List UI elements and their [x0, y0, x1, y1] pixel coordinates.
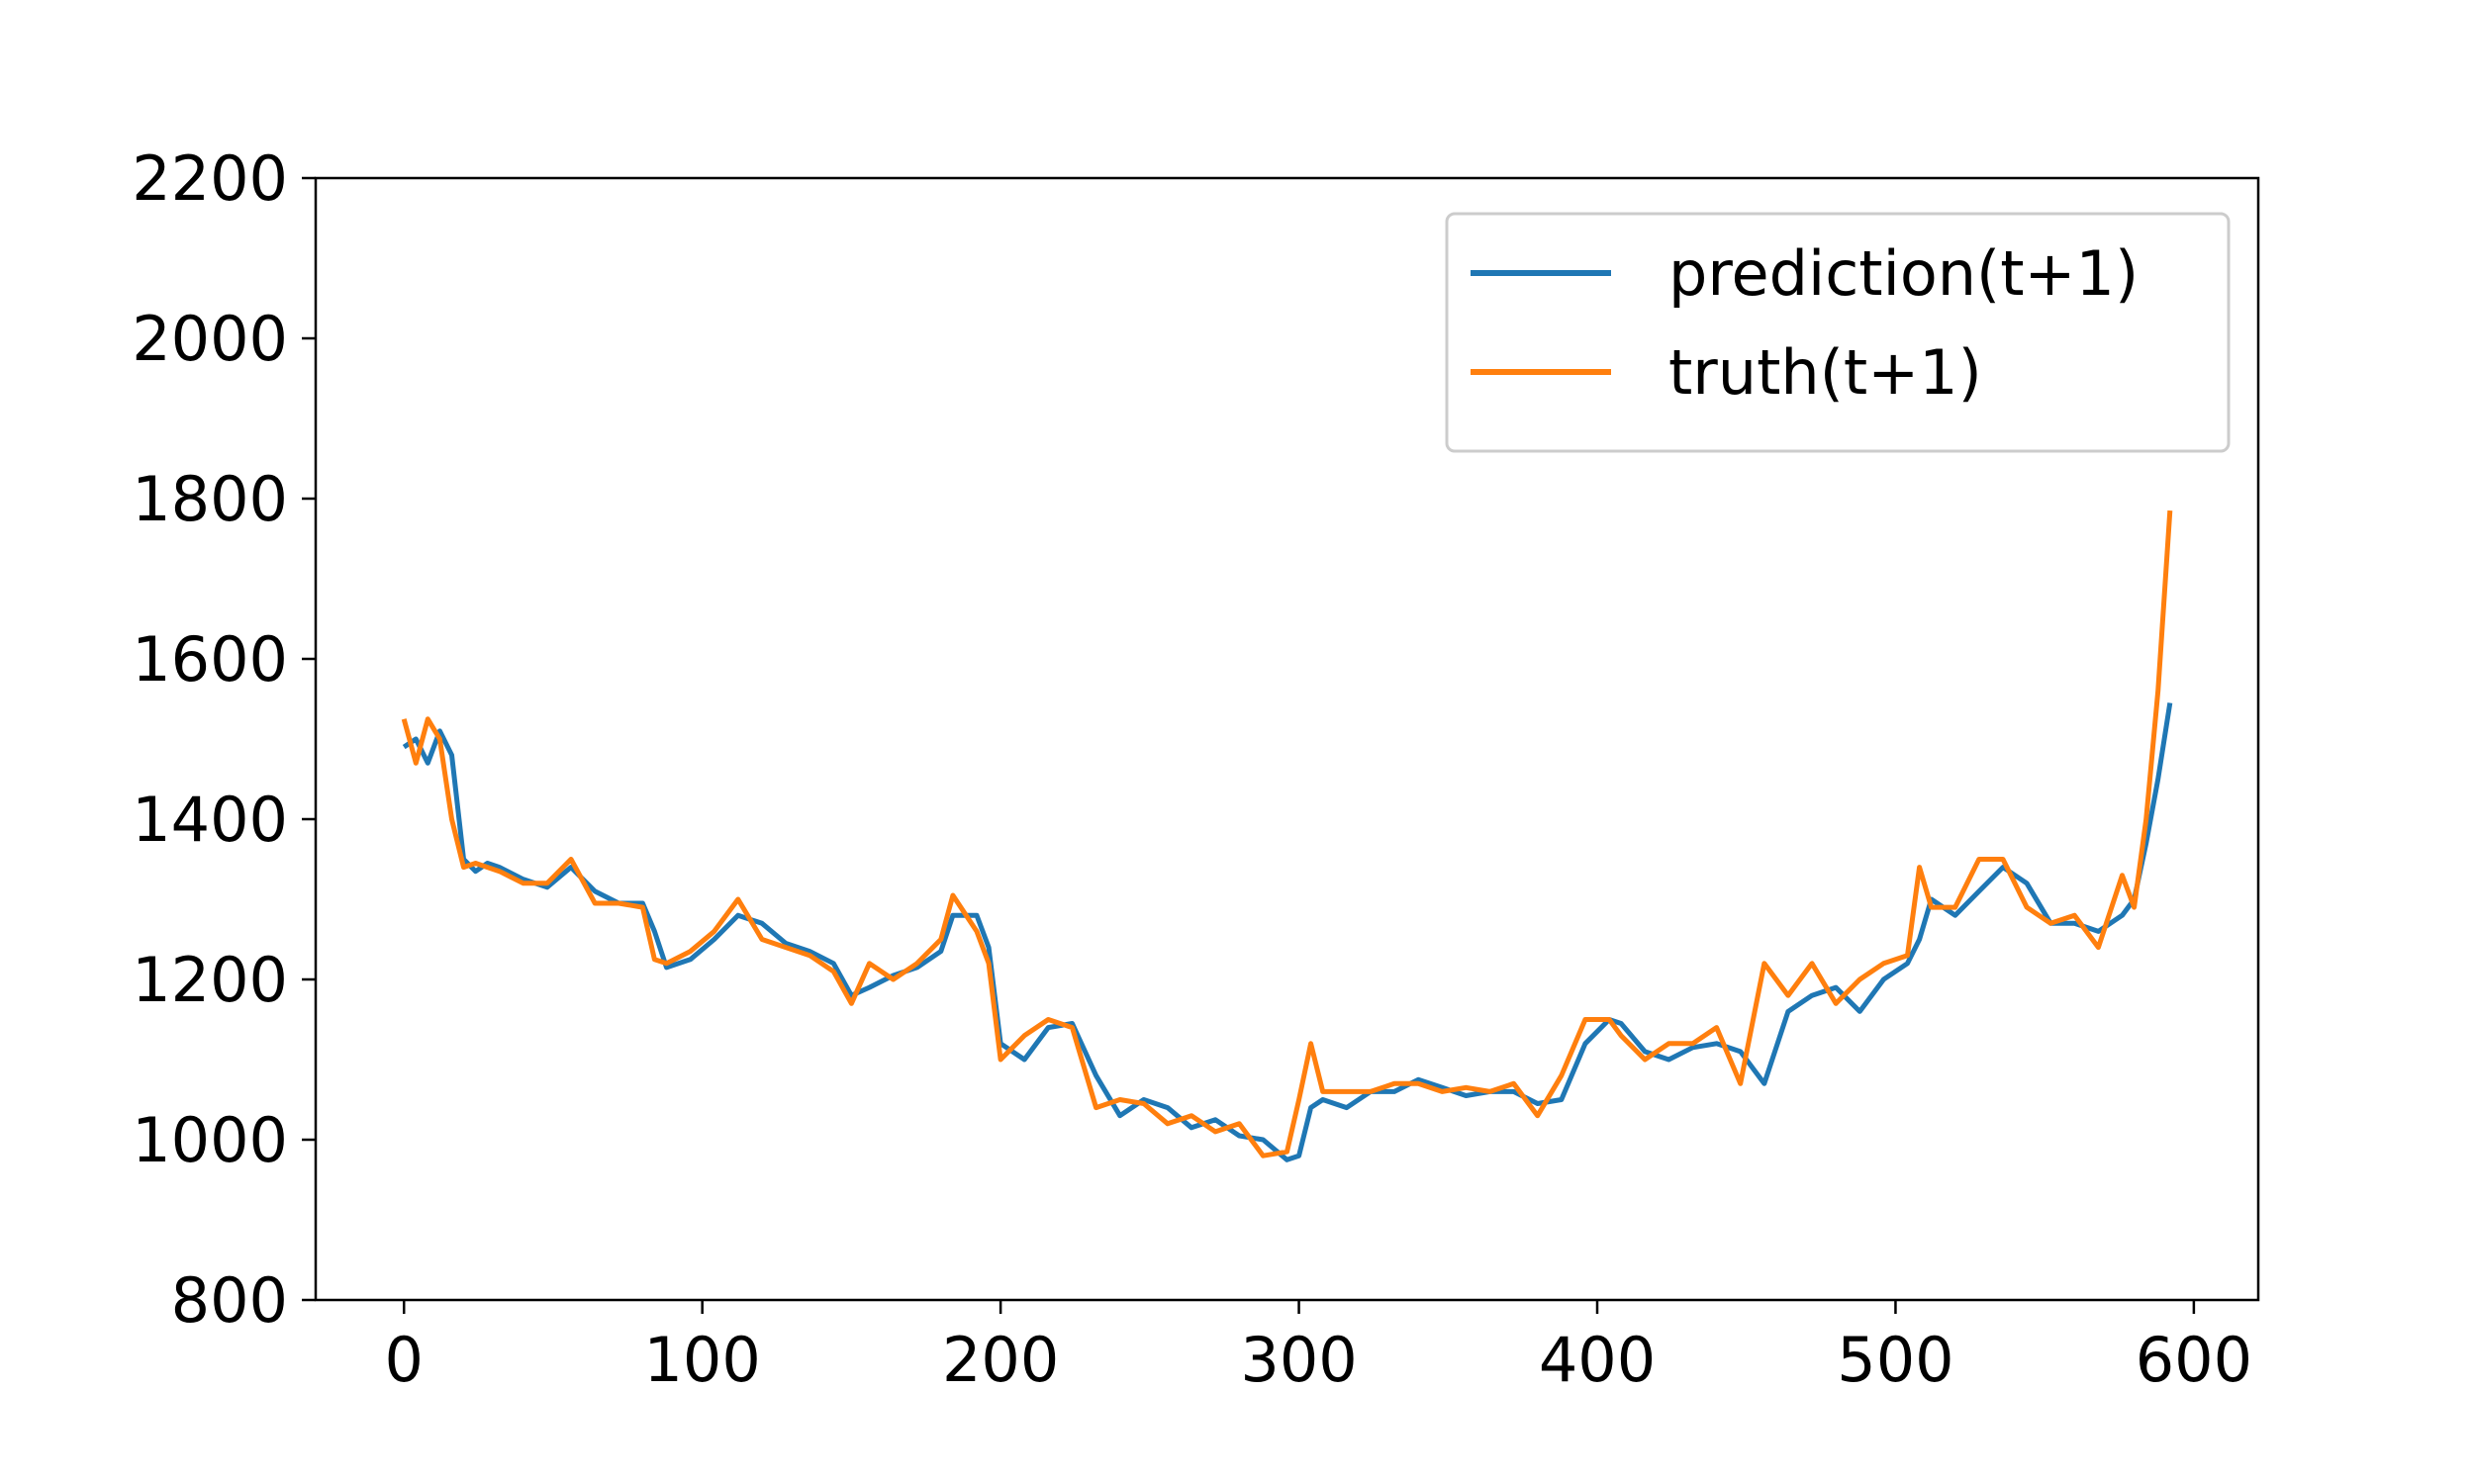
- axes-frame: [314, 176, 2260, 1302]
- y-tick-label: 1800: [132, 463, 288, 535]
- x-tick-label: 300: [1240, 1324, 1357, 1396]
- legend-label: truth(t+1): [1668, 336, 1982, 409]
- x-tick-label: 200: [942, 1324, 1059, 1396]
- data-line: [401, 510, 2173, 1159]
- y-tick-label: 1000: [132, 1104, 288, 1176]
- x-tick-label: 100: [643, 1324, 760, 1396]
- x-tick-label: 500: [1837, 1324, 1953, 1396]
- legend-label: prediction(t+1): [1668, 237, 2139, 310]
- x-tick-label: 0: [385, 1324, 424, 1396]
- data-line: [402, 702, 2173, 1162]
- y-tick-label: 2000: [132, 303, 288, 375]
- y-tick-label: 1200: [132, 944, 288, 1016]
- x-tick-label: 600: [2136, 1324, 2252, 1396]
- y-tick-label: 1400: [132, 784, 288, 856]
- y-tick-label: 800: [171, 1264, 288, 1337]
- x-tick-label: 400: [1539, 1324, 1656, 1396]
- legend-box: [1445, 212, 2231, 453]
- y-tick-label: 1600: [132, 623, 288, 696]
- y-tick-label: 2200: [132, 142, 288, 215]
